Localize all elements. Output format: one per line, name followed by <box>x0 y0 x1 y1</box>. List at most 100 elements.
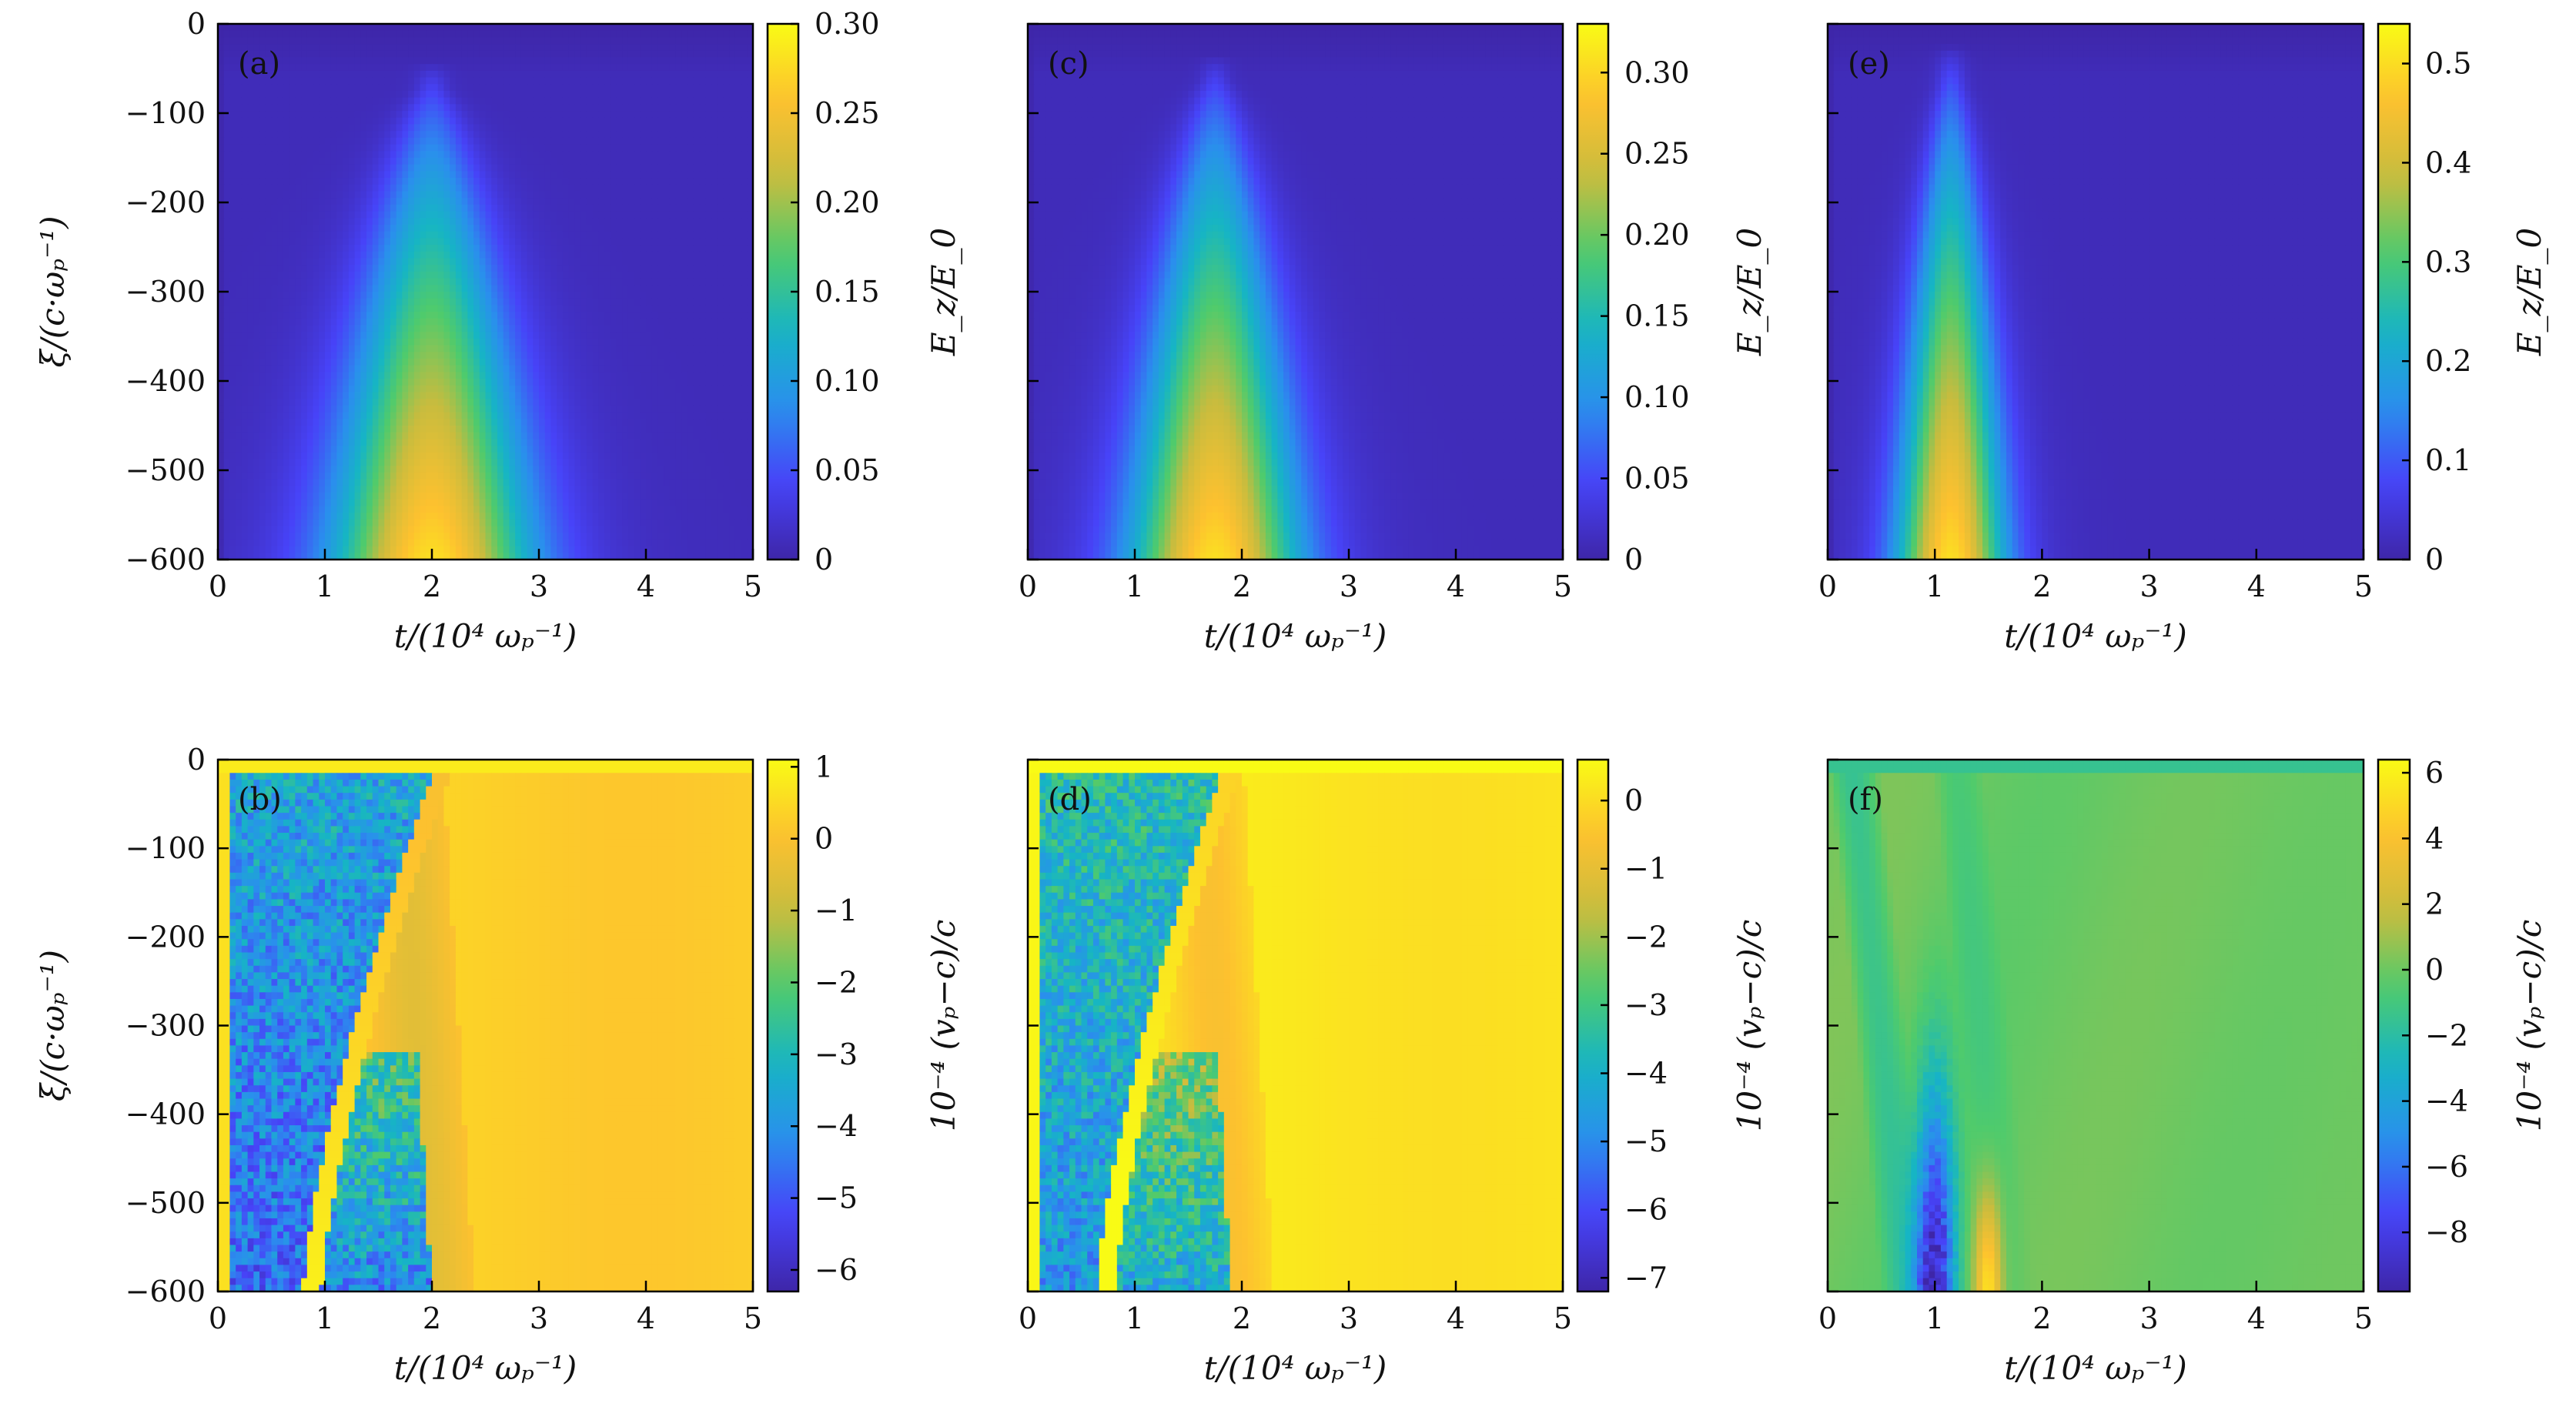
heatmap-cell <box>527 339 534 346</box>
heatmap-cell <box>224 326 230 332</box>
heatmap-cell <box>414 259 420 266</box>
heatmap-cell <box>462 151 468 158</box>
heatmap-cell <box>336 285 343 292</box>
heatmap-cell <box>248 158 254 165</box>
heatmap-cell <box>711 58 718 65</box>
heatmap-cell <box>521 171 527 178</box>
heatmap-cell <box>563 212 569 219</box>
heatmap-cell <box>486 31 492 38</box>
heatmap-cell <box>414 171 420 178</box>
heatmap-cell <box>343 44 349 51</box>
heatmap-cell <box>355 37 361 44</box>
heatmap-cell <box>718 178 724 185</box>
heatmap-cell <box>313 185 319 192</box>
heatmap-cell <box>432 192 438 199</box>
heatmap-cell <box>289 78 296 85</box>
heatmap-cell <box>456 111 462 118</box>
heatmap-cell <box>557 145 563 152</box>
heatmap-cell <box>456 31 462 38</box>
heatmap-cell <box>307 31 313 38</box>
heatmap-cell <box>313 71 319 78</box>
heatmap-cell <box>229 125 236 132</box>
heatmap-cell <box>229 24 236 31</box>
heatmap-cell <box>373 265 379 272</box>
heatmap-cell <box>604 245 611 252</box>
heatmap-cell <box>497 138 503 145</box>
heatmap-cell <box>515 279 521 286</box>
heatmap-cell <box>497 51 503 58</box>
heatmap-cell <box>266 151 272 158</box>
heatmap-cell <box>616 299 622 306</box>
heatmap-cell <box>355 31 361 38</box>
heatmap-cell <box>521 232 527 239</box>
heatmap-cell <box>563 225 569 232</box>
heatmap-cell <box>503 326 510 332</box>
heatmap-cell <box>652 185 658 192</box>
heatmap-cell <box>289 319 296 326</box>
heatmap-cell <box>414 299 420 306</box>
heatmap-cell <box>396 339 403 346</box>
heatmap-cell <box>313 91 319 98</box>
heatmap-cell <box>426 104 432 111</box>
heatmap-cell <box>414 31 420 38</box>
heatmap-cell <box>272 238 278 245</box>
heatmap-cell <box>580 78 587 85</box>
heatmap-cell <box>248 259 254 266</box>
heatmap-cell <box>515 185 521 192</box>
heatmap-cell <box>711 37 718 44</box>
heatmap-cell <box>486 91 492 98</box>
heatmap-cell <box>604 285 611 292</box>
heatmap-cell <box>224 332 230 339</box>
heatmap-cell <box>295 178 301 185</box>
heatmap-cell <box>289 305 296 312</box>
heatmap-cell <box>604 339 611 346</box>
heatmap-cell <box>676 312 682 319</box>
heatmap-cell <box>360 319 366 326</box>
heatmap-cell <box>545 272 551 279</box>
heatmap-cell <box>349 64 355 71</box>
heatmap-cell <box>336 84 343 91</box>
heatmap-cell <box>634 225 641 232</box>
heatmap-cell <box>515 24 521 31</box>
heatmap-cell <box>497 158 503 165</box>
heatmap-cell <box>700 138 706 145</box>
heatmap-cell <box>587 319 593 326</box>
heatmap-cell <box>652 145 658 152</box>
heatmap-cell <box>426 24 432 31</box>
heatmap-cell <box>628 326 634 332</box>
heatmap-cell <box>616 171 622 178</box>
heatmap-cell <box>301 31 307 38</box>
heatmap-cell <box>616 131 622 138</box>
heatmap-cell <box>384 332 390 339</box>
heatmap-cell <box>611 319 617 326</box>
heatmap-cell <box>295 165 301 172</box>
heatmap-cell <box>277 165 283 172</box>
heatmap-cell <box>550 272 557 279</box>
heatmap-cell <box>687 332 694 339</box>
heatmap-cell <box>723 232 729 239</box>
heatmap-cell <box>456 265 462 272</box>
heatmap-cell <box>569 218 575 225</box>
heatmap-cell <box>307 158 313 165</box>
heatmap-cell <box>467 292 473 299</box>
heatmap-cell <box>289 352 296 359</box>
heatmap-cell <box>587 232 593 239</box>
heatmap-cell <box>224 292 230 299</box>
heatmap-cell <box>640 185 646 192</box>
heatmap-cell <box>325 346 331 352</box>
heatmap-cell <box>735 171 741 178</box>
heatmap-cell <box>515 292 521 299</box>
heatmap-cell <box>700 252 706 259</box>
heatmap-cell <box>242 218 248 225</box>
heatmap-cell <box>574 205 580 212</box>
heatmap-cell <box>521 165 527 172</box>
heatmap-cell <box>539 118 545 125</box>
heatmap-cell <box>336 292 343 299</box>
heatmap-cell <box>396 125 403 132</box>
heatmap-cell <box>272 245 278 252</box>
heatmap-cell <box>593 232 599 239</box>
heatmap-cell <box>657 158 664 165</box>
heatmap-cell <box>283 125 289 132</box>
heatmap-cell <box>379 198 385 205</box>
heatmap-cell <box>414 64 420 71</box>
